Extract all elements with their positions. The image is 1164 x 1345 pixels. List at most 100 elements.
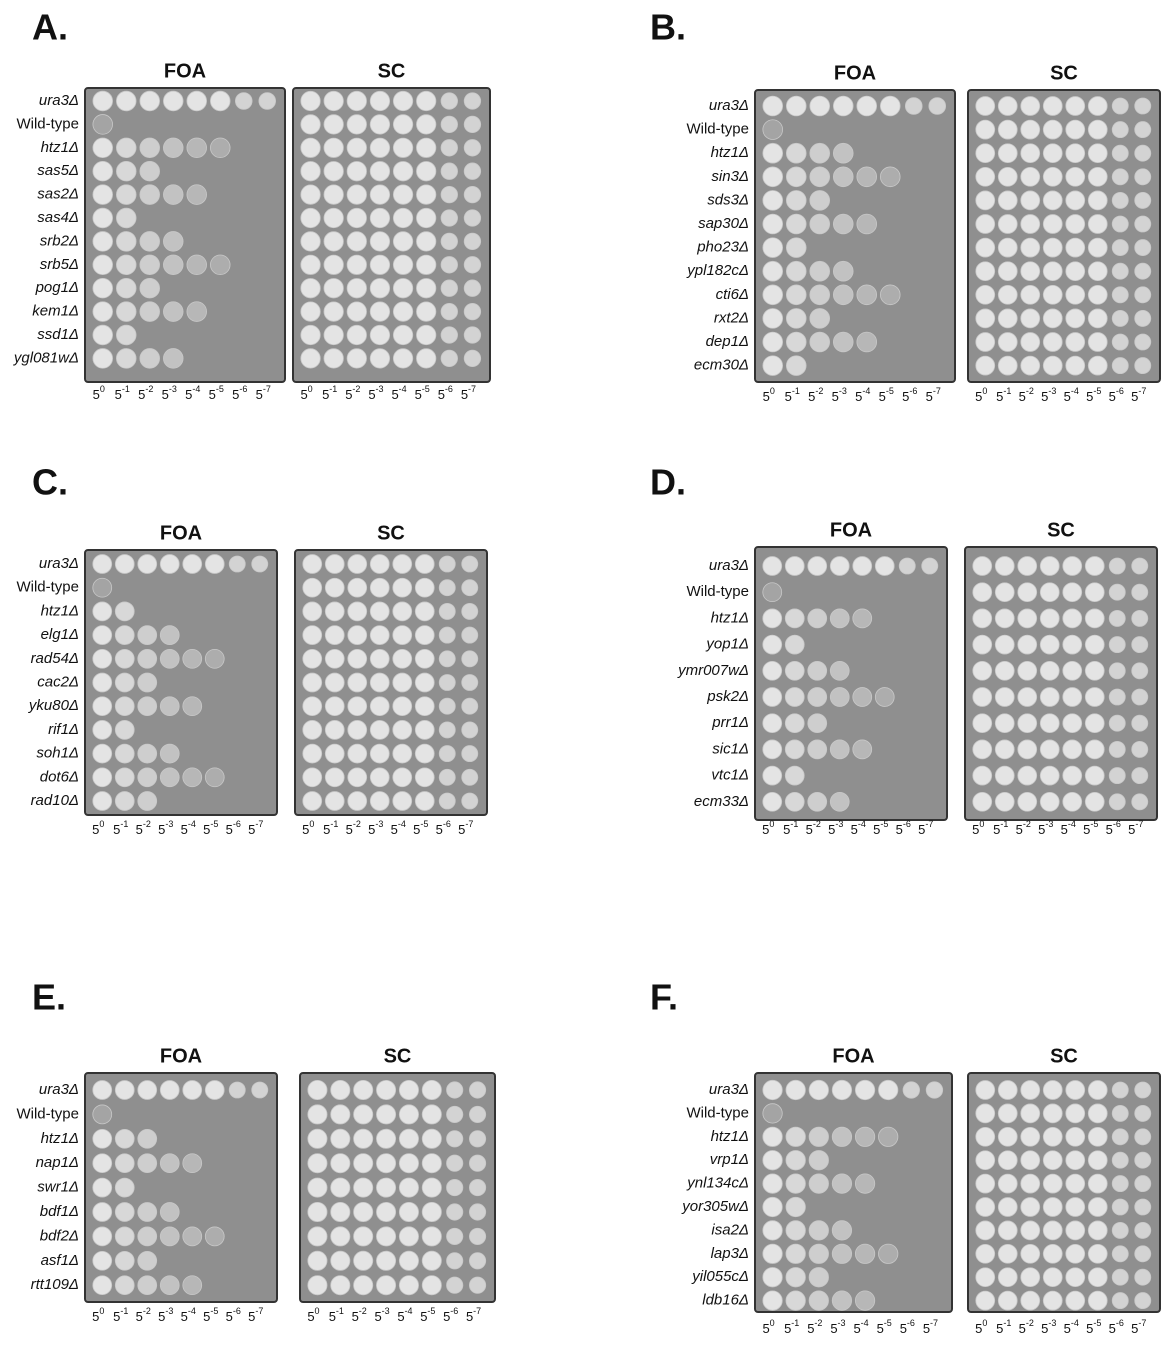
panel-letter: B. — [650, 7, 686, 48]
colony-spot — [376, 1276, 395, 1295]
dilution-base: 5 — [345, 387, 352, 402]
colony-spot — [331, 1227, 350, 1246]
colony-spot — [324, 255, 343, 274]
dilution-exponent: -2 — [1023, 819, 1031, 829]
colony-spot — [93, 325, 113, 345]
colony-spot — [763, 1291, 782, 1310]
colony-spot — [140, 349, 160, 369]
dilution-base: 5 — [873, 822, 880, 837]
dilution-label: 50 — [92, 819, 104, 837]
strain-label: ura3Δ — [39, 1081, 79, 1098]
colony-spot — [370, 792, 389, 811]
panel: A.ura3ΔWild-typehtz1Δsas5Δsas2Δsas4Δsrb2… — [13, 7, 490, 403]
colony-spot — [832, 1127, 851, 1146]
dilution-exponent: 0 — [308, 384, 313, 394]
plate-title: FOA — [830, 519, 872, 541]
colony-spot — [1132, 663, 1148, 679]
dilution-label: 5-6 — [900, 1318, 915, 1336]
colony-spot — [1088, 333, 1107, 352]
dilution-label: 5-1 — [113, 819, 128, 837]
colony-spot — [786, 1244, 805, 1263]
dilution-base: 5 — [851, 822, 858, 837]
colony-spot — [370, 349, 389, 368]
colony-spot — [416, 232, 435, 251]
dilution-label: 5-4 — [1064, 1318, 1079, 1336]
colony-spot — [116, 278, 136, 298]
dilution-exponent: -1 — [330, 819, 338, 829]
dilution-exponent: -2 — [815, 386, 823, 396]
dilution-exponent: -5 — [210, 1306, 218, 1316]
plate-title: FOA — [164, 60, 206, 82]
colony-spot — [447, 1106, 463, 1122]
colony-spot — [785, 792, 804, 811]
colony-spot — [976, 238, 995, 257]
colony-spot — [325, 673, 344, 692]
colony-spot — [853, 609, 872, 628]
panel-letter: E. — [32, 977, 66, 1018]
strain-label: ura3Δ — [709, 1081, 749, 1098]
colony-spot — [303, 602, 322, 621]
plate — [295, 550, 487, 815]
dilution-base: 5 — [832, 389, 839, 404]
colony-spot — [1040, 583, 1059, 602]
colony-spot — [370, 91, 389, 110]
colony-spot — [785, 766, 804, 785]
colony-spot — [163, 302, 183, 322]
dilution-label: 5-6 — [232, 384, 247, 402]
colony-spot — [399, 1276, 418, 1295]
dilution-exponent: 0 — [100, 384, 105, 394]
strain-label: Wild-type — [16, 115, 79, 132]
colony-spot — [1040, 766, 1059, 785]
dilution-exponent: -2 — [353, 819, 361, 829]
colony-spot — [229, 556, 245, 572]
colony-spot — [786, 356, 806, 376]
dilution-label: 5-4 — [853, 1318, 868, 1336]
dilution-exponent: 0 — [769, 819, 774, 829]
colony-spot — [422, 1105, 441, 1124]
plate-title: SC — [384, 1045, 412, 1067]
colony-spot — [1018, 740, 1037, 759]
colony-spot — [763, 332, 783, 352]
colony-spot — [1135, 1105, 1151, 1121]
colony-spot — [331, 1154, 350, 1173]
colony-spot — [1112, 169, 1128, 185]
strain-label: yil055cΔ — [691, 1268, 749, 1285]
colony-spot — [763, 583, 782, 602]
colony-spot — [998, 1174, 1017, 1193]
colony-spot — [163, 349, 183, 369]
colony-spot — [1088, 1244, 1107, 1263]
dilution-base: 5 — [113, 822, 120, 837]
dilution-base: 5 — [879, 389, 886, 404]
colony-spot — [810, 167, 830, 187]
colony-spot — [998, 238, 1017, 257]
strain-label: elg1Δ — [41, 626, 79, 643]
dilution-label: 50 — [302, 819, 314, 837]
dilution-exponent: -3 — [165, 1306, 173, 1316]
colony-spot — [140, 91, 160, 111]
dilution-base: 5 — [896, 822, 903, 837]
colony-spot — [973, 688, 992, 707]
dilution-label: 50 — [300, 384, 312, 402]
colony-spot — [462, 698, 478, 714]
colony-spot — [354, 1154, 373, 1173]
colony-spot — [115, 1081, 134, 1100]
dilution-exponent: -5 — [1093, 386, 1101, 396]
colony-spot — [416, 278, 435, 297]
dilution-label: 5-4 — [851, 819, 866, 837]
dilution-label: 5-5 — [420, 1306, 435, 1324]
dilution-base: 5 — [996, 1321, 1003, 1336]
colony-spot — [370, 720, 389, 739]
colony-spot — [422, 1251, 441, 1270]
dilution-exponent: -7 — [933, 386, 941, 396]
colony-spot — [416, 91, 435, 110]
strain-label: ura3Δ — [39, 92, 79, 109]
strain-label: htz1Δ — [41, 602, 79, 619]
dilution-label: 5-4 — [185, 384, 200, 402]
colony-spot — [376, 1202, 395, 1221]
colony-spot — [1043, 144, 1062, 163]
colony-spot — [786, 96, 806, 116]
colony-spot — [1040, 609, 1059, 628]
dilution-base: 5 — [302, 822, 309, 837]
dilution-exponent: -6 — [450, 1306, 458, 1316]
dilution-exponent: -6 — [903, 819, 911, 829]
